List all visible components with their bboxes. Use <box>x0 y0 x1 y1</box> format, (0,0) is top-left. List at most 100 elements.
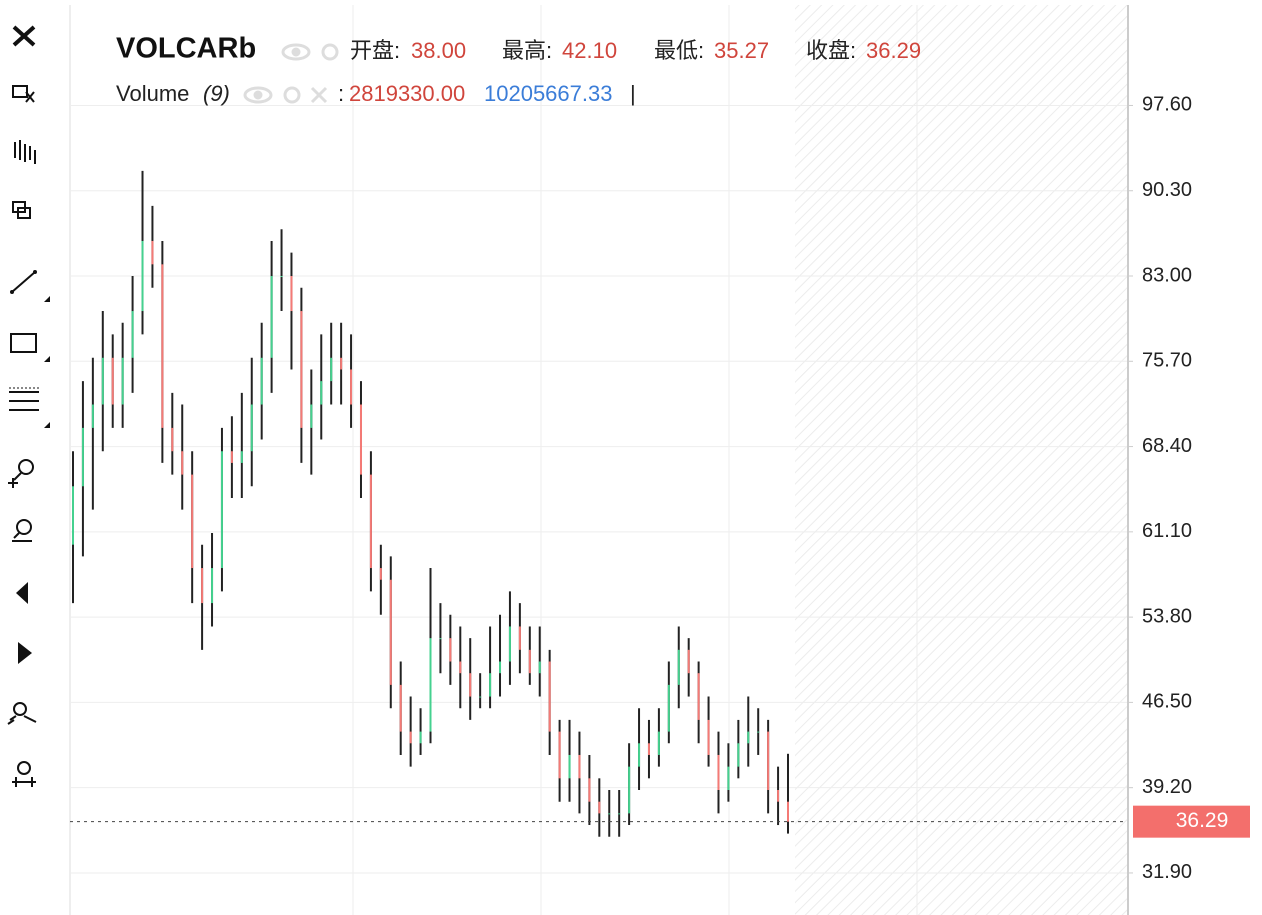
candle-body <box>310 404 313 428</box>
candle-body <box>578 754 581 779</box>
candle-body <box>787 801 789 822</box>
candle-body <box>489 673 492 697</box>
volume-separator: : <box>338 81 344 106</box>
candle-body <box>628 766 631 814</box>
candle-body <box>777 790 780 802</box>
legend-value: 38.00 <box>411 38 466 63</box>
candle-body <box>618 813 621 815</box>
candle-body <box>747 731 750 744</box>
candle-body <box>548 661 551 732</box>
candle-body <box>439 638 442 640</box>
candle-body <box>379 568 382 580</box>
candle-body <box>767 731 770 791</box>
candle-body <box>449 638 452 662</box>
candle-body <box>141 240 144 312</box>
candle-body <box>81 427 84 487</box>
legend-value: 35.27 <box>714 38 769 63</box>
candle-body <box>608 813 611 815</box>
candle-body <box>687 649 690 674</box>
legend-value: 42.10 <box>562 38 617 63</box>
candle-body <box>340 357 343 370</box>
legend-icons <box>243 43 339 104</box>
layers-tool[interactable] <box>12 201 31 219</box>
scroll-left-tool[interactable] <box>16 582 28 604</box>
legend-label: 开盘: <box>350 38 400 63</box>
candle-body <box>558 731 561 779</box>
volume-name: Volume <box>116 81 189 106</box>
candle-body <box>588 778 591 802</box>
fib-tool[interactable] <box>9 387 50 428</box>
candle-body <box>479 696 482 698</box>
legend-value: 36.29 <box>866 38 921 63</box>
zoom-reset-tool[interactable] <box>12 761 36 787</box>
zoom-out-tool[interactable] <box>12 519 32 542</box>
candle-body <box>727 766 730 791</box>
last-price-label: 36.29 <box>1176 809 1229 832</box>
candle-body <box>260 357 263 405</box>
candle-body <box>121 357 124 405</box>
candle-body <box>350 369 353 405</box>
zoom-in-tool[interactable] <box>8 459 34 488</box>
candle-body <box>677 649 680 685</box>
candle-body <box>290 276 293 312</box>
candle-body <box>528 649 531 674</box>
candle-body <box>151 240 154 265</box>
y-tick-label: 97.60 <box>1142 94 1192 116</box>
bars-tool[interactable] <box>14 140 36 164</box>
volume-params: (9) <box>203 81 230 106</box>
candle-body <box>230 451 233 463</box>
candle-body <box>330 357 333 382</box>
line-tool[interactable] <box>10 270 50 302</box>
candle-body <box>399 684 402 732</box>
y-tick-label: 39.20 <box>1142 776 1192 798</box>
candle-body <box>111 357 114 405</box>
volume-value: 2819330.00 <box>349 81 465 106</box>
y-tick-label: 68.40 <box>1142 435 1192 457</box>
candle-body <box>419 731 422 744</box>
candle-body <box>201 568 204 604</box>
zoom-fit-tool[interactable] <box>7 702 37 725</box>
candle-body <box>191 474 194 569</box>
toolbar <box>7 25 50 787</box>
candle-body <box>717 754 720 791</box>
legend-label: 最高: <box>502 38 552 63</box>
legend-label: 收盘: <box>806 38 856 63</box>
candle-body <box>469 673 472 697</box>
y-tick-label: 31.90 <box>1142 861 1192 883</box>
candle-body <box>240 451 243 463</box>
y-tick-label: 46.50 <box>1142 691 1192 713</box>
scroll-right-tool[interactable] <box>18 642 32 664</box>
candle-body <box>538 661 541 674</box>
y-tick-label: 83.00 <box>1142 264 1192 286</box>
y-tick-label: 61.10 <box>1142 520 1192 542</box>
grid-layer <box>70 104 1133 874</box>
candle-body <box>72 486 74 545</box>
candle-body <box>171 427 174 452</box>
y-tick-label: 53.80 <box>1142 605 1192 627</box>
candle-body <box>101 357 104 405</box>
candle-body <box>389 579 392 685</box>
candle-body <box>647 743 650 755</box>
vertical-grid <box>352 5 918 915</box>
rect-tool[interactable] <box>10 333 50 362</box>
last-price-tag <box>1133 805 1250 838</box>
candle-body <box>508 626 511 662</box>
candle-body <box>359 404 362 475</box>
candle-body <box>181 451 184 475</box>
candle-body <box>737 743 740 767</box>
volume-value: 10205667.33 <box>484 81 612 106</box>
select-tool[interactable] <box>12 85 35 103</box>
candle-body <box>518 626 521 650</box>
candles <box>72 170 789 837</box>
candle-body <box>499 661 502 674</box>
candle-body <box>409 731 412 744</box>
candle-body <box>369 474 372 569</box>
candle-body <box>270 276 273 358</box>
legend: 开盘: 38.00 最高: 42.10 最低: 35.27 收盘: 36.29 Volume (9… <box>116 38 921 106</box>
candle-body <box>250 404 253 452</box>
candle-body <box>320 381 323 405</box>
close-tool[interactable] <box>12 25 36 47</box>
candle-body <box>211 568 214 604</box>
candle-body <box>91 404 94 428</box>
candle-body <box>697 673 700 720</box>
